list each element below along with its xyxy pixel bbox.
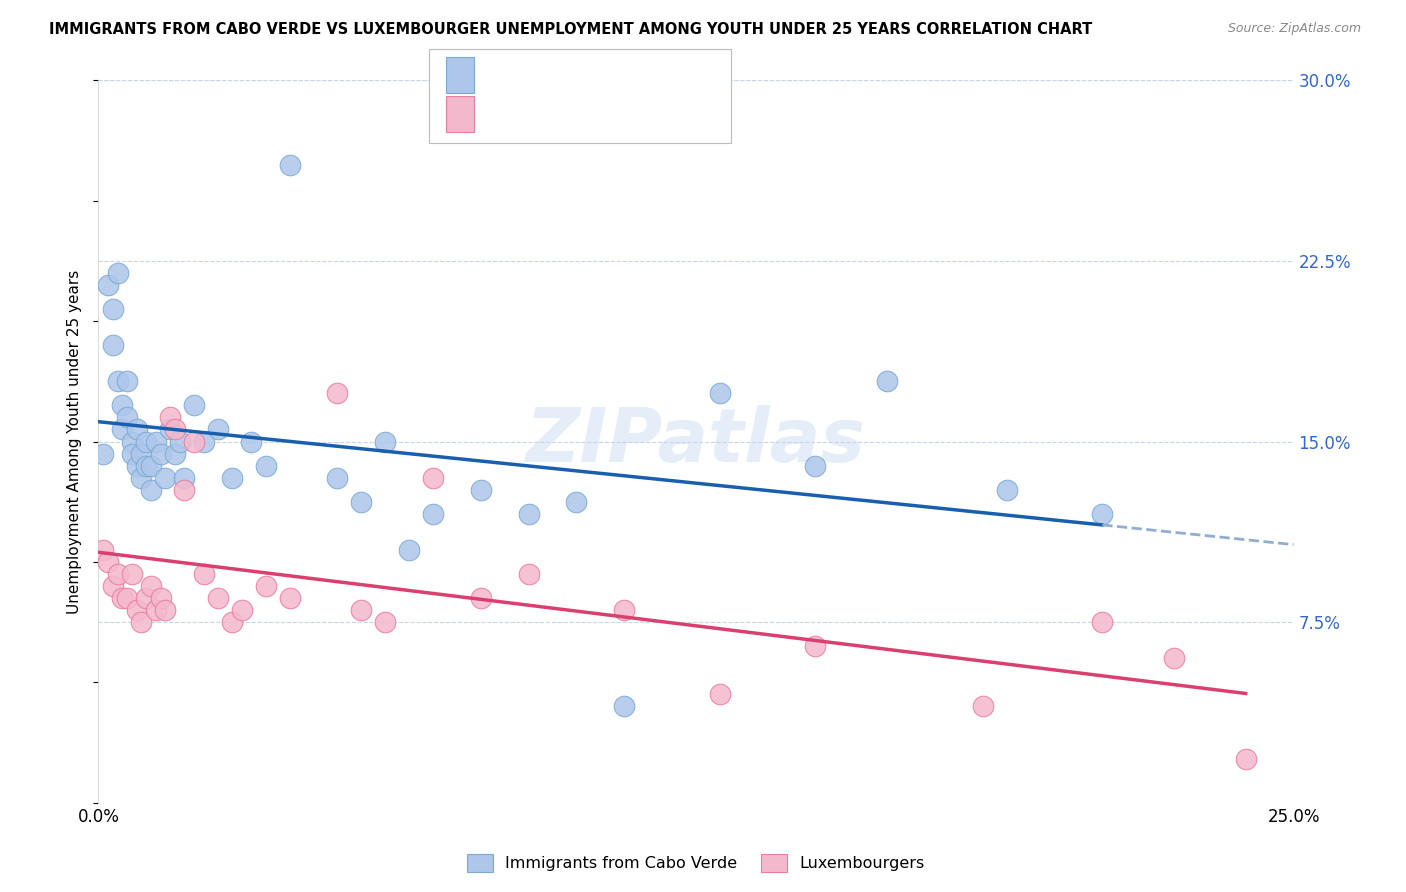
Point xyxy=(121,434,143,449)
Point xyxy=(1234,752,1257,766)
Point xyxy=(97,277,120,292)
Point xyxy=(254,458,277,473)
Point xyxy=(804,639,827,653)
Text: Source: ZipAtlas.com: Source: ZipAtlas.com xyxy=(1227,22,1361,36)
Point xyxy=(159,422,181,436)
Point xyxy=(139,483,162,497)
Point xyxy=(183,398,205,412)
Point xyxy=(135,458,157,473)
Point xyxy=(193,434,215,449)
Point xyxy=(517,507,540,521)
Point xyxy=(159,410,181,425)
Point xyxy=(1091,615,1114,630)
Text: N =: N = xyxy=(598,71,641,87)
Point xyxy=(139,458,162,473)
Point xyxy=(125,422,148,436)
Point xyxy=(149,446,172,460)
Point xyxy=(121,446,143,460)
Point xyxy=(183,434,205,449)
Point xyxy=(995,483,1018,497)
Point xyxy=(1163,651,1185,665)
Point xyxy=(972,699,994,714)
Point xyxy=(115,591,138,605)
Point xyxy=(111,398,134,412)
Point xyxy=(221,615,243,630)
Y-axis label: Unemployment Among Youth under 25 years: Unemployment Among Youth under 25 years xyxy=(67,269,83,614)
Point xyxy=(278,591,301,605)
Point xyxy=(398,542,420,557)
Point xyxy=(173,470,195,484)
Point xyxy=(240,434,263,449)
Point xyxy=(565,494,588,508)
Point xyxy=(517,567,540,582)
Text: N =: N = xyxy=(598,102,641,117)
Point xyxy=(207,422,229,436)
Point xyxy=(709,687,731,701)
Point xyxy=(145,603,167,617)
Text: 37: 37 xyxy=(654,102,675,117)
Text: ZIPatlas: ZIPatlas xyxy=(526,405,866,478)
Legend: Immigrants from Cabo Verde, Luxembourgers: Immigrants from Cabo Verde, Luxembourger… xyxy=(461,847,931,878)
Point xyxy=(107,266,129,280)
Point xyxy=(169,434,191,449)
Point xyxy=(163,446,186,460)
Point xyxy=(101,301,124,317)
Point xyxy=(139,579,162,593)
Point xyxy=(231,603,253,617)
Point xyxy=(470,591,492,605)
Point xyxy=(101,338,124,352)
Point xyxy=(131,446,153,460)
Text: IMMIGRANTS FROM CABO VERDE VS LUXEMBOURGER UNEMPLOYMENT AMONG YOUTH UNDER 25 YEA: IMMIGRANTS FROM CABO VERDE VS LUXEMBOURG… xyxy=(49,22,1092,37)
Point xyxy=(470,483,492,497)
Point xyxy=(350,494,373,508)
Point xyxy=(107,374,129,388)
Text: 48: 48 xyxy=(654,71,675,87)
Point xyxy=(155,603,177,617)
Point xyxy=(91,446,114,460)
Point xyxy=(107,567,129,582)
Point xyxy=(422,507,444,521)
Point xyxy=(149,591,172,605)
Point xyxy=(121,567,143,582)
Point xyxy=(163,422,186,436)
Point xyxy=(97,555,120,569)
Point xyxy=(91,542,114,557)
Text: R =: R = xyxy=(481,71,515,87)
Point xyxy=(145,434,167,449)
Point xyxy=(111,591,134,605)
Text: 0.236: 0.236 xyxy=(524,71,578,87)
Point xyxy=(193,567,215,582)
Point xyxy=(876,374,898,388)
Point xyxy=(115,374,138,388)
Point xyxy=(709,386,731,401)
Point xyxy=(422,470,444,484)
Point xyxy=(613,699,636,714)
Point xyxy=(374,615,396,630)
Point xyxy=(207,591,229,605)
Point xyxy=(115,410,138,425)
Point xyxy=(125,603,148,617)
Text: -0.322: -0.322 xyxy=(524,102,579,117)
Point xyxy=(125,458,148,473)
Point xyxy=(221,470,243,484)
Point xyxy=(1091,507,1114,521)
Point xyxy=(254,579,277,593)
Point xyxy=(131,615,153,630)
Point xyxy=(350,603,373,617)
Point xyxy=(326,386,349,401)
Point xyxy=(804,458,827,473)
Point xyxy=(173,483,195,497)
Point xyxy=(278,157,301,171)
Point xyxy=(111,422,134,436)
Point xyxy=(613,603,636,617)
Point xyxy=(135,591,157,605)
Point xyxy=(101,579,124,593)
Point xyxy=(326,470,349,484)
Point xyxy=(155,470,177,484)
Point xyxy=(135,434,157,449)
Point xyxy=(131,470,153,484)
Text: R =: R = xyxy=(481,102,515,117)
Point xyxy=(374,434,396,449)
